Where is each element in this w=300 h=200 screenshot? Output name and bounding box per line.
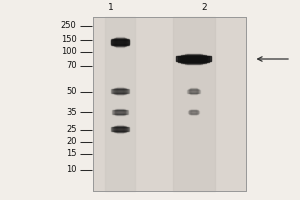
Bar [190, 110, 197, 114]
Bar [116, 109, 124, 115]
Bar [191, 109, 196, 115]
Bar [114, 126, 126, 132]
Bar [187, 54, 200, 64]
Bar [115, 109, 125, 115]
Bar [112, 127, 128, 131]
Bar [116, 126, 124, 132]
Bar [190, 88, 197, 94]
Bar [115, 88, 125, 94]
Bar [185, 54, 202, 64]
Bar [114, 38, 126, 46]
Bar [189, 110, 198, 114]
Bar [115, 38, 125, 46]
Bar [113, 110, 127, 114]
Bar [93, 17, 246, 191]
Bar [110, 40, 130, 44]
Bar [189, 89, 198, 93]
Bar [112, 110, 128, 114]
Bar [172, 17, 214, 191]
Text: 15: 15 [66, 150, 76, 158]
Bar [116, 125, 124, 133]
Bar [113, 89, 127, 93]
Bar [189, 110, 198, 114]
Bar [112, 39, 128, 45]
Bar [190, 110, 196, 114]
Text: 100: 100 [61, 47, 76, 56]
Text: 70: 70 [66, 62, 76, 71]
Bar [176, 56, 211, 61]
Bar [105, 17, 135, 191]
Bar [113, 127, 127, 131]
Bar [191, 110, 196, 114]
Bar [112, 39, 128, 45]
Bar [115, 126, 125, 132]
Bar [180, 56, 207, 62]
Bar [112, 89, 128, 93]
Bar [116, 88, 124, 94]
Text: 150: 150 [61, 36, 76, 45]
Bar [114, 110, 126, 114]
Bar [117, 109, 123, 115]
Bar [114, 88, 126, 94]
Bar [111, 127, 129, 131]
Bar [116, 37, 124, 47]
Text: 20: 20 [66, 138, 76, 146]
Bar [188, 111, 199, 113]
Bar [111, 89, 129, 93]
Text: 35: 35 [66, 108, 76, 116]
Text: 2: 2 [201, 3, 207, 12]
Text: 1: 1 [108, 3, 114, 12]
Bar [189, 89, 198, 93]
Text: 250: 250 [61, 21, 76, 30]
Bar [116, 87, 124, 95]
Bar [113, 39, 127, 45]
Bar [115, 110, 125, 114]
Text: 50: 50 [66, 88, 76, 97]
Bar [188, 89, 199, 93]
Bar [191, 88, 196, 94]
Bar [190, 88, 196, 94]
Text: 25: 25 [66, 126, 76, 134]
Bar [93, 17, 246, 191]
Bar [182, 55, 206, 63]
Bar [188, 90, 200, 92]
Bar [178, 56, 209, 62]
Text: 10: 10 [66, 166, 76, 174]
Bar [183, 55, 204, 63]
